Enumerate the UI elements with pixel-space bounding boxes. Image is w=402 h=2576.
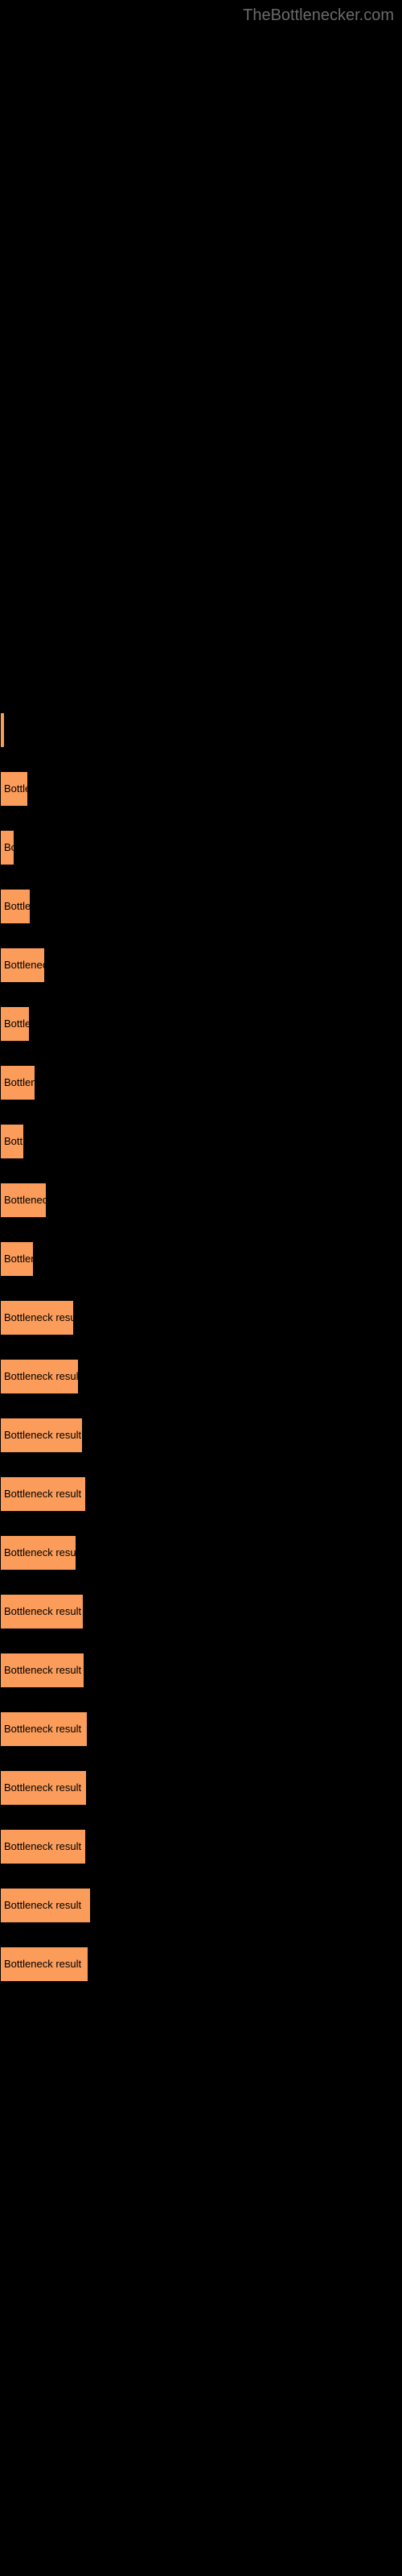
watermark-text: TheBottlenecker.com	[243, 6, 394, 25]
bar-row: Bottleneck result	[0, 1934, 402, 1993]
bar-label: Bottleneck result	[4, 1664, 81, 1676]
bar-row: Bottleneck result	[0, 1229, 402, 1288]
bar-label: Bottleneck result	[4, 841, 14, 853]
bar-label: Bottleneck result	[4, 1488, 81, 1500]
bar: Bottleneck result	[0, 771, 28, 807]
bar: Bottleneck result	[0, 1888, 91, 1923]
bar: Bottleneck result	[0, 1946, 88, 1982]
bar-row: Bottleneck result	[0, 1758, 402, 1817]
bar: Bottleneck result	[0, 1829, 86, 1864]
bar: Bottleneck result	[0, 1770, 87, 1806]
bar-row: Bottleneck result	[0, 1288, 402, 1347]
bar-row: Bottleneck result	[0, 1112, 402, 1170]
bar-row: Bottleneck result	[0, 935, 402, 994]
bar-row: Bottleneck result	[0, 1582, 402, 1641]
bar: Bottleneck result	[0, 830, 14, 865]
bar-row: Bottleneck result	[0, 1406, 402, 1464]
bar: Bottleneck result	[0, 1359, 79, 1394]
bar: Bottleneck result	[0, 947, 45, 983]
bar-chart: Bottleneck result Bottleneck result Bottle…	[0, 700, 402, 1993]
bar-label: Bottleneck result	[4, 1958, 81, 1970]
bar: Bottleneck result	[0, 1653, 84, 1688]
bar-row: Bottleneck result	[0, 1170, 402, 1229]
bar-row: Bottleneck result	[0, 700, 402, 759]
bar-label: Bottleneck result	[4, 1076, 35, 1088]
bar-row: Bottleneck result	[0, 1699, 402, 1758]
bar: Bottleneck result	[0, 1300, 74, 1335]
bar-row: Bottleneck result	[0, 818, 402, 877]
bar-label: Bottleneck result	[4, 1605, 81, 1617]
bar-row: Bottleneck result	[0, 994, 402, 1053]
bar-label: Bottleneck result	[4, 1135, 24, 1147]
bar: Bottleneck result	[0, 712, 5, 748]
bar-row: Bottleneck result	[0, 1876, 402, 1934]
bar: Bottleneck result	[0, 889, 31, 924]
bar-row: Bottleneck result	[0, 1523, 402, 1582]
bar-label: Bottleneck result	[4, 782, 28, 795]
bar-label: Bottleneck result	[4, 1546, 76, 1558]
bar-label: Bottleneck result	[4, 900, 31, 912]
bar-label: Bottleneck result	[4, 1840, 81, 1852]
bar-row: Bottleneck result	[0, 877, 402, 935]
bar-label: Bottleneck result	[4, 1899, 81, 1911]
bar-label: Bottleneck result	[4, 724, 5, 736]
bar-label: Bottleneck result	[4, 1781, 81, 1794]
bar: Bottleneck result	[0, 1065, 35, 1100]
bar: Bottleneck result	[0, 1711, 88, 1747]
bar: Bottleneck result	[0, 1006, 30, 1042]
bar-label: Bottleneck result	[4, 1194, 47, 1206]
bar-label: Bottleneck result	[4, 1018, 30, 1030]
bar-label: Bottleneck result	[4, 1311, 74, 1323]
bar: Bottleneck result	[0, 1476, 86, 1512]
bar-label: Bottleneck result	[4, 959, 45, 971]
bar-row: Bottleneck result	[0, 1053, 402, 1112]
bar: Bottleneck result	[0, 1418, 83, 1453]
bar-label: Bottleneck result	[4, 1253, 34, 1265]
bar: Bottleneck result	[0, 1594, 84, 1629]
bar: Bottleneck result	[0, 1124, 24, 1159]
bar: Bottleneck result	[0, 1183, 47, 1218]
bar: Bottleneck result	[0, 1241, 34, 1277]
bar-label: Bottleneck result	[4, 1429, 81, 1441]
bar-row: Bottleneck result	[0, 1464, 402, 1523]
bar-row: Bottleneck result	[0, 1817, 402, 1876]
bar: Bottleneck result	[0, 1535, 76, 1571]
bar-label: Bottleneck result	[4, 1723, 81, 1735]
bar-label: Bottleneck result	[4, 1370, 79, 1382]
bar-row: Bottleneck result	[0, 1347, 402, 1406]
bar-row: Bottleneck result	[0, 759, 402, 818]
bar-row: Bottleneck result	[0, 1641, 402, 1699]
